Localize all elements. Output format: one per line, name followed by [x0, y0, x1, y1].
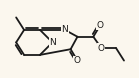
Text: O: O: [98, 44, 105, 53]
Text: O: O: [74, 56, 81, 65]
Text: O: O: [97, 21, 104, 30]
Text: N: N: [62, 25, 68, 34]
Text: N: N: [49, 38, 56, 47]
